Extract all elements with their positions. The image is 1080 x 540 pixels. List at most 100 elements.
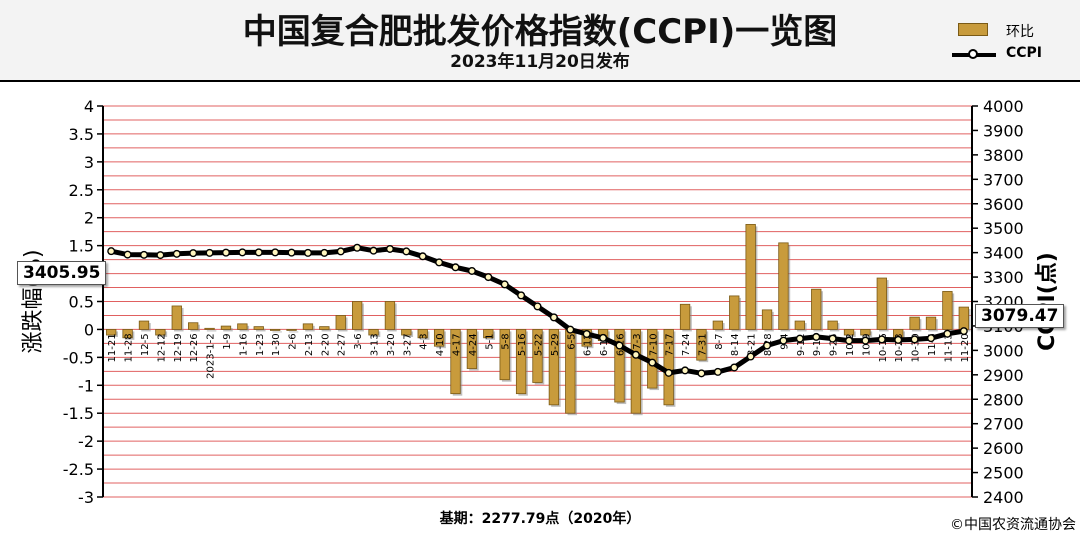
ccpi-point	[746, 352, 755, 361]
bar	[106, 329, 117, 336]
bar-swatch-icon	[958, 23, 988, 36]
bar-shadow	[288, 331, 299, 333]
category-tick-label: 5-29	[550, 333, 561, 356]
right-tick-label: 3500	[983, 219, 1024, 238]
bar-shadow	[256, 328, 266, 332]
category-tick-label: 3-13	[370, 333, 381, 356]
category-tick-label: 9-18	[812, 333, 823, 356]
category-tick-label: 10-9	[861, 333, 872, 356]
category-tick-label: 1-30	[271, 333, 282, 356]
ccpi-point	[467, 266, 476, 275]
category-tick-label: 2-13	[304, 333, 315, 356]
bar	[138, 320, 150, 330]
category-tick-label: 7-10	[648, 333, 659, 356]
category-tick-label: 6-12	[583, 333, 594, 356]
ccpi-point	[156, 251, 165, 260]
left-tick-label: 4	[84, 97, 94, 116]
ccpi-point	[205, 248, 214, 257]
left-tick-label: 0	[84, 320, 94, 339]
bar-shadow	[272, 331, 282, 333]
bar	[335, 315, 346, 330]
right-tick-label: 3300	[983, 268, 1024, 287]
bar-shadow	[206, 330, 217, 332]
ccpi-point	[615, 341, 624, 350]
bar	[548, 329, 560, 406]
legend-bar-label: 环比	[1006, 24, 1034, 40]
category-tick-label: 12-19	[173, 333, 184, 362]
ccpi-point	[172, 249, 181, 258]
bar	[171, 305, 182, 330]
ccpi-point	[254, 248, 263, 257]
ccpi-point	[582, 330, 591, 339]
category-tick-label: 9-25	[829, 333, 840, 356]
legend-item-bar: 环比	[952, 20, 1077, 40]
right-tick-label: 3000	[983, 341, 1024, 360]
right-tick-label: 2800	[983, 390, 1024, 409]
bar	[794, 320, 805, 330]
copyright: ©中国农资流通协会	[950, 517, 1076, 533]
ccpi-point	[910, 335, 919, 344]
ccpi-point	[664, 368, 673, 377]
bar	[958, 306, 969, 330]
ccpi-point	[451, 263, 460, 272]
ccpi-point	[894, 335, 903, 344]
legend-item-line: CCPI	[952, 44, 1077, 64]
legend: 环比 CCPI	[952, 20, 1077, 68]
left-tick-label: 2	[84, 209, 94, 228]
ccpi-point	[631, 350, 640, 359]
left-tick-label: -1.5	[63, 404, 94, 423]
ccpi-point	[484, 273, 493, 282]
last-value-box: 3079.47	[975, 304, 1065, 328]
ccpi-point	[959, 327, 968, 336]
right-tick-label: 2700	[983, 415, 1024, 434]
bar	[466, 329, 478, 369]
category-tick-label: 7-3	[632, 333, 643, 349]
ccpi-point	[189, 249, 198, 258]
ccpi-point	[648, 358, 657, 367]
left-tick-label: 0.5	[69, 293, 94, 312]
ccpi-point	[238, 248, 247, 257]
ccpi-point	[943, 329, 952, 338]
category-tick-label: 10-2	[845, 333, 856, 356]
ccpi-point	[139, 250, 148, 259]
bar	[909, 316, 920, 330]
bar	[925, 316, 937, 330]
bar	[811, 288, 822, 330]
category-tick-label: 12-5	[140, 333, 151, 356]
ccpi-point	[287, 248, 296, 257]
ccpi-point	[779, 336, 788, 345]
bar	[942, 291, 953, 330]
bar	[679, 303, 691, 330]
category-tick-label: 6-5	[566, 333, 577, 349]
category-tick-label: 9-11	[796, 333, 807, 356]
ccpi-point	[320, 248, 329, 257]
bar	[483, 329, 494, 339]
bar	[761, 309, 773, 330]
ccpi-point	[221, 248, 230, 257]
bar	[286, 329, 297, 331]
bar-shadow	[321, 328, 332, 332]
category-tick-label: 3-20	[386, 333, 397, 356]
marker-swatch-icon	[968, 49, 978, 59]
bar	[696, 329, 707, 361]
ccpi-point	[369, 246, 378, 255]
bar	[532, 329, 543, 383]
category-tick-label: 5-22	[534, 333, 545, 356]
category-tick-label: 1-16	[238, 333, 249, 356]
bar	[433, 329, 445, 347]
bar	[515, 329, 527, 395]
ccpi-point	[418, 252, 427, 261]
ccpi-point	[877, 335, 886, 344]
ccpi-point	[353, 243, 362, 252]
bar	[188, 322, 199, 330]
first-value-box: 3405.95	[17, 261, 107, 285]
category-tick-label: 4-3	[419, 333, 430, 349]
ccpi-point	[795, 334, 804, 343]
left-tick-label: 2.5	[69, 181, 94, 200]
category-tick-label: 11-13	[943, 333, 954, 362]
bar	[237, 323, 248, 330]
left-tick-label: -3	[78, 488, 94, 507]
release-date: 2023年11月20日发布	[450, 52, 630, 72]
ccpi-point	[812, 332, 821, 341]
category-tick-label: 3-27	[402, 333, 413, 356]
